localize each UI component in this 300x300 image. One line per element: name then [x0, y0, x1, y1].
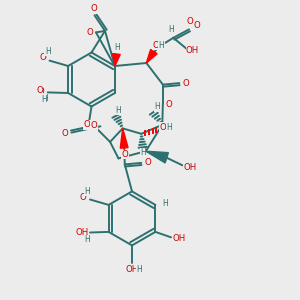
Text: O: O — [166, 100, 172, 109]
Text: O: O — [36, 86, 43, 95]
Polygon shape — [146, 50, 157, 63]
Text: O: O — [91, 121, 97, 130]
Text: O: O — [160, 123, 166, 132]
Text: H: H — [115, 106, 121, 115]
Text: OH: OH — [125, 266, 139, 274]
Text: O: O — [160, 123, 166, 132]
Text: H: H — [136, 266, 142, 274]
Text: O: O — [39, 54, 46, 63]
Text: OH: OH — [186, 47, 199, 56]
Text: H: H — [42, 94, 48, 103]
Text: O: O — [80, 193, 86, 202]
Text: H: H — [140, 148, 146, 157]
Text: O: O — [91, 4, 97, 13]
Text: OH: OH — [172, 234, 185, 243]
Text: H: H — [166, 123, 172, 132]
Text: H: H — [158, 40, 164, 50]
Text: H: H — [114, 44, 120, 52]
Text: O: O — [39, 53, 46, 62]
Text: OH: OH — [186, 46, 199, 55]
Text: O: O — [84, 120, 90, 129]
Polygon shape — [112, 53, 120, 66]
Text: H: H — [41, 94, 47, 103]
Text: H: H — [168, 25, 174, 34]
Text: O: O — [86, 28, 93, 37]
Text: O: O — [37, 87, 44, 96]
Polygon shape — [120, 128, 128, 148]
Text: O: O — [122, 150, 128, 159]
Text: O: O — [145, 158, 151, 167]
Text: O: O — [183, 79, 189, 88]
Text: OH: OH — [76, 228, 89, 237]
Text: H: H — [85, 187, 91, 196]
Text: O: O — [61, 129, 68, 138]
Text: O: O — [193, 21, 200, 30]
Text: O: O — [186, 18, 193, 27]
Text: OH: OH — [184, 163, 197, 172]
Text: H: H — [45, 47, 51, 56]
Text: O: O — [152, 40, 159, 50]
Text: H: H — [154, 102, 160, 111]
Text: H: H — [84, 235, 90, 244]
Polygon shape — [146, 151, 168, 163]
Text: H: H — [162, 199, 168, 208]
Text: H: H — [45, 48, 51, 57]
Text: O: O — [186, 17, 193, 26]
